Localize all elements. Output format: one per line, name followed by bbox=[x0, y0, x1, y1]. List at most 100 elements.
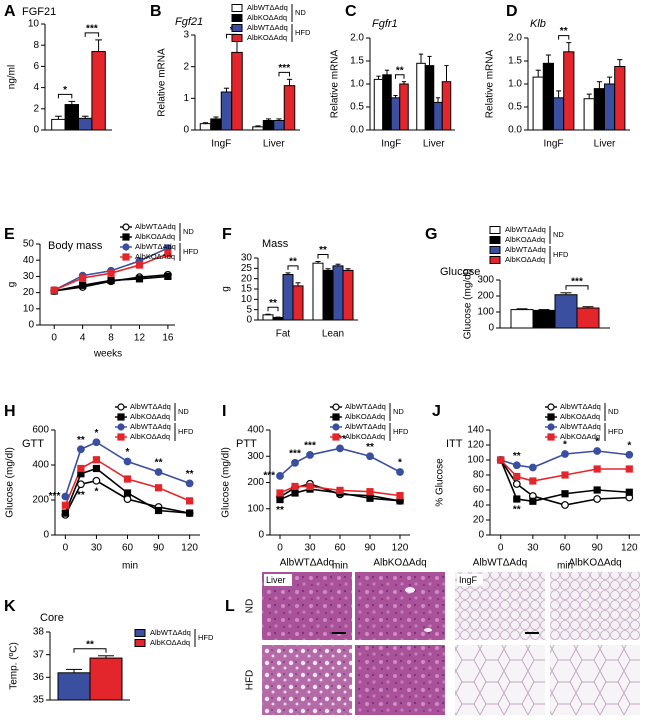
panel-letter: D bbox=[506, 3, 518, 20]
y-tick-label: 300 bbox=[247, 451, 264, 462]
legend-swatch bbox=[134, 639, 146, 647]
x-axis-label: min bbox=[332, 561, 348, 572]
significance-bracket bbox=[57, 93, 73, 99]
marker bbox=[625, 465, 633, 473]
chart-title: GTT bbox=[22, 438, 44, 450]
y-tick-label: 1 bbox=[183, 93, 189, 104]
histology-panel: L AlbWTΔAdq AlbKOΔAdq AlbWTΔAdq AlbKOΔAd… bbox=[225, 558, 640, 715]
legend-marker bbox=[332, 433, 340, 441]
x-tick-label: Liver bbox=[263, 139, 285, 150]
legend-marker bbox=[117, 423, 125, 431]
y-tick-label: 200 bbox=[247, 477, 264, 488]
legend-label: AlbKOΔAdq bbox=[345, 412, 385, 421]
significance-label: ** bbox=[513, 451, 521, 462]
bar bbox=[282, 274, 294, 321]
bar bbox=[210, 118, 222, 131]
legend-group-label: ND bbox=[393, 407, 404, 416]
marker bbox=[123, 457, 132, 466]
y-tick-label: 20 bbox=[241, 273, 253, 284]
bar bbox=[433, 101, 443, 131]
significance-label: *** bbox=[571, 276, 583, 287]
marker bbox=[123, 475, 132, 483]
bar bbox=[199, 123, 212, 131]
column-label: AlbWTΔAdq bbox=[473, 558, 527, 569]
marker bbox=[107, 276, 115, 285]
legend-swatch bbox=[231, 24, 243, 32]
significance-label: *** bbox=[86, 24, 98, 35]
y-tick-label: 15 bbox=[241, 284, 253, 295]
y-tick-label: 400 bbox=[32, 460, 49, 471]
x-tick-label: 8 bbox=[108, 333, 114, 344]
legend-group-label: ND bbox=[183, 227, 194, 236]
x-tick-label: Liver bbox=[594, 139, 616, 150]
legend-label: AlbWTΔAdq bbox=[135, 222, 176, 231]
marker bbox=[154, 506, 163, 515]
marker bbox=[135, 275, 144, 283]
y-tick-label: 3 bbox=[183, 30, 189, 41]
marker bbox=[276, 472, 284, 480]
significance-label: * bbox=[94, 428, 98, 439]
marker bbox=[76, 445, 85, 454]
legend-marker bbox=[332, 413, 340, 421]
tissue-label: IngF bbox=[459, 575, 478, 585]
histology-image bbox=[550, 572, 640, 640]
y-axis-label: g bbox=[7, 282, 18, 288]
panel-letter: I bbox=[222, 403, 226, 420]
bar bbox=[252, 126, 264, 131]
significance-label: ** bbox=[366, 442, 374, 453]
legend-swatch bbox=[489, 246, 501, 254]
legend-label: AlbKOΔAdq bbox=[150, 638, 190, 647]
marker bbox=[107, 269, 115, 277]
marker bbox=[561, 490, 569, 498]
y-tick-label: 200 bbox=[32, 495, 49, 506]
x-tick-label: 90 bbox=[592, 543, 604, 554]
y-tick-label: 0 bbox=[246, 315, 252, 326]
marker bbox=[529, 497, 537, 505]
legend-label: AlbWTΔAdq bbox=[345, 422, 386, 431]
panel-letter: J bbox=[432, 403, 441, 420]
y-tick-label: 40 bbox=[23, 255, 35, 266]
marker bbox=[593, 465, 601, 473]
significance-bracket bbox=[267, 306, 279, 312]
marker bbox=[154, 468, 163, 476]
histology-image bbox=[262, 645, 352, 715]
marker bbox=[291, 482, 299, 491]
bar bbox=[262, 120, 275, 131]
bar bbox=[510, 309, 534, 329]
x-axis-label: min bbox=[557, 561, 573, 572]
y-tick-label: 2 bbox=[33, 103, 39, 114]
marker bbox=[396, 468, 404, 476]
x-tick-label: 16 bbox=[162, 333, 174, 344]
marker bbox=[79, 281, 87, 289]
panel-letter: L bbox=[225, 598, 235, 615]
legend-group-label: ND bbox=[553, 230, 564, 239]
legend-swatch bbox=[231, 4, 243, 12]
chart-title: FGF21 bbox=[22, 6, 56, 18]
y-tick-label: 10 bbox=[23, 303, 35, 314]
marker bbox=[366, 452, 374, 461]
y-tick-label: 8 bbox=[33, 40, 39, 51]
significance-label: ** bbox=[269, 298, 277, 309]
x-tick-label: 120 bbox=[181, 543, 198, 554]
y-axis-label: Glucose (mg/dl) bbox=[5, 447, 16, 518]
legend-marker bbox=[547, 403, 555, 411]
y-axis-label: Temp. (ºC) bbox=[9, 642, 20, 690]
column-label: AlbWTΔAdq bbox=[280, 558, 334, 569]
y-tick-label: 4 bbox=[33, 82, 39, 93]
legend-label: AlbKOΔAdq bbox=[247, 13, 287, 22]
significance-label: ** bbox=[289, 257, 297, 268]
legend-label: AlbWTΔAdq bbox=[560, 402, 601, 411]
series-line bbox=[64, 441, 190, 497]
significance-label: * bbox=[595, 437, 599, 448]
y-tick-label: 100 bbox=[477, 307, 494, 318]
y-tick-label: 2.0 bbox=[350, 33, 364, 44]
x-tick-label: 120 bbox=[621, 543, 638, 554]
histology-image bbox=[455, 645, 545, 715]
y-tick-label: 35 bbox=[33, 695, 45, 706]
significance-label: ** bbox=[186, 469, 194, 480]
significance-label: * bbox=[126, 447, 130, 458]
y-tick-label: 0 bbox=[43, 530, 49, 541]
marker bbox=[92, 438, 101, 447]
legend-marker bbox=[117, 403, 125, 411]
